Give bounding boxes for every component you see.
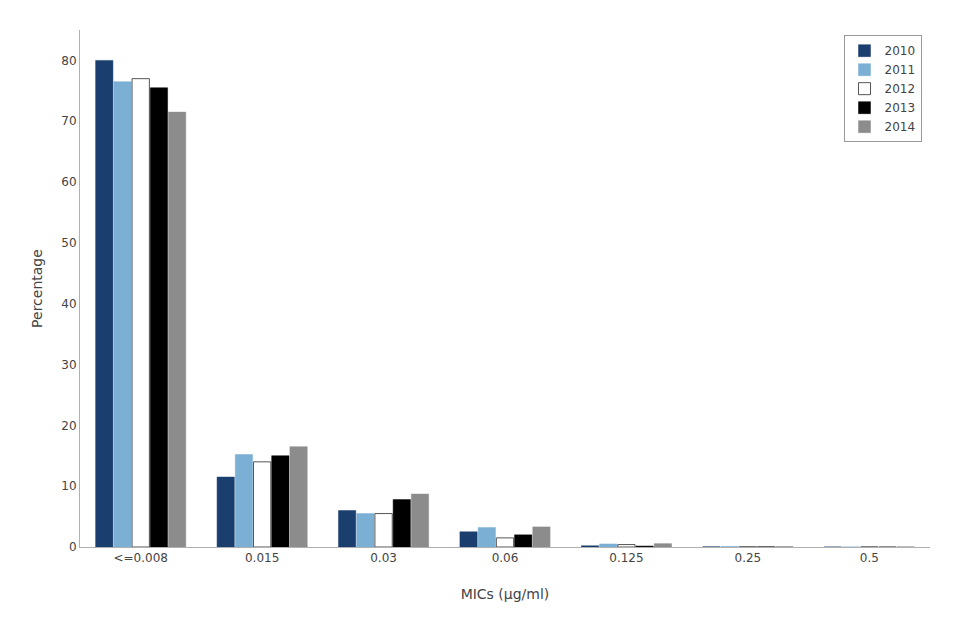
svg-text:10: 10 xyxy=(61,479,76,493)
svg-text:<=0.008: <=0.008 xyxy=(113,551,167,565)
svg-text:2011: 2011 xyxy=(885,63,916,77)
svg-text:40: 40 xyxy=(61,297,76,311)
svg-text:2013: 2013 xyxy=(885,101,916,115)
svg-text:0.5: 0.5 xyxy=(860,551,879,565)
svg-text:0.25: 0.25 xyxy=(735,551,762,565)
svg-text:80: 80 xyxy=(61,54,76,68)
svg-text:70: 70 xyxy=(61,114,76,128)
svg-text:0.125: 0.125 xyxy=(609,551,643,565)
svg-text:30: 30 xyxy=(61,358,76,372)
svg-text:0.03: 0.03 xyxy=(370,551,397,565)
svg-text:2010: 2010 xyxy=(885,44,916,58)
svg-text:2012: 2012 xyxy=(885,82,916,96)
svg-text:MICs (μg/ml): MICs (μg/ml) xyxy=(461,586,550,602)
svg-text:60: 60 xyxy=(61,175,76,189)
svg-text:Percentage: Percentage xyxy=(29,249,45,328)
svg-text:0.06: 0.06 xyxy=(492,551,519,565)
svg-text:50: 50 xyxy=(61,236,76,250)
svg-text:20: 20 xyxy=(61,419,76,433)
svg-text:0: 0 xyxy=(69,540,77,554)
svg-text:2014: 2014 xyxy=(885,120,916,134)
svg-text:0.015: 0.015 xyxy=(245,551,279,565)
